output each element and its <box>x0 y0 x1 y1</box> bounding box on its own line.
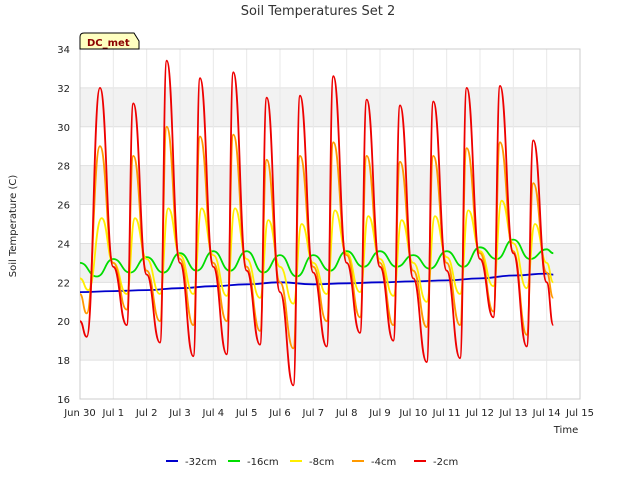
x-tick-label: Jul 8 <box>335 408 358 419</box>
badge-shape <box>79 32 140 50</box>
x-tick-label: Jul 4 <box>202 408 225 419</box>
x-tick-label: Jul 10 <box>398 408 427 419</box>
x-tick-label: Jul 14 <box>532 408 561 419</box>
x-tick-label: Jul 15 <box>565 408 594 419</box>
x-axis-ticks: Jun 30 Jul 1 Jul 2 Jul 3 Jul 4 Jul 5 Jul 6 Jul … <box>63 408 594 419</box>
x-tick-label: Jul 7 <box>302 408 325 419</box>
legend-label: -8cm <box>309 457 334 468</box>
y-axis-label: Soil Temperature (C) <box>8 175 19 278</box>
y-tick-label: 22 <box>57 278 70 289</box>
x-tick-label: Jul 11 <box>432 408 461 419</box>
y-tick-label: 32 <box>57 84 70 95</box>
y-tick-label: 16 <box>57 395 70 406</box>
legend: -32cm -16cm -8cm -4cm -2cm <box>166 457 458 468</box>
y-tick-label: 34 <box>57 45 70 56</box>
legend-label: -2cm <box>433 457 458 468</box>
series-line-4cm <box>79 125 555 350</box>
x-tick-label: Jul 12 <box>465 408 494 419</box>
x-tick-label: Jun 30 <box>63 408 96 419</box>
series-line-32cm <box>79 272 554 293</box>
y-tick-label: 18 <box>57 356 70 367</box>
dc-met-badge: DC_met <box>79 32 140 50</box>
x-tick-label: Jul 9 <box>368 408 391 419</box>
background-band <box>80 87 580 127</box>
badge-label: DC_met <box>87 38 130 49</box>
y-axis-ticks: 16 18 20 22 24 26 28 30 32 34 <box>57 45 70 406</box>
legend-label: -32cm <box>185 457 217 468</box>
x-tick-label: Jul 2 <box>135 408 158 419</box>
x-tick-label: Jul 5 <box>235 408 258 419</box>
y-tick-label: 30 <box>57 123 70 134</box>
series-line-2cm <box>79 59 555 387</box>
series-layer <box>79 59 555 387</box>
x-axis-label: Time <box>553 425 578 436</box>
legend-label: -4cm <box>371 457 396 468</box>
y-tick-label: 20 <box>57 317 70 328</box>
x-tick-label: Jul 6 <box>268 408 291 419</box>
y-tick-label: 28 <box>57 162 70 173</box>
chart-title: Soil Temperatures Set 2 <box>241 4 396 19</box>
y-tick-label: 26 <box>57 201 70 212</box>
x-tick-label: Jul 13 <box>498 408 527 419</box>
background-band <box>80 321 580 361</box>
x-tick-label: Jul 3 <box>168 408 191 419</box>
x-tick-label: Jul 1 <box>102 408 125 419</box>
plot-frame <box>79 48 581 400</box>
series-line-16cm <box>79 238 554 278</box>
y-tick-label: 24 <box>57 239 70 250</box>
legend-label: -16cm <box>247 457 279 468</box>
